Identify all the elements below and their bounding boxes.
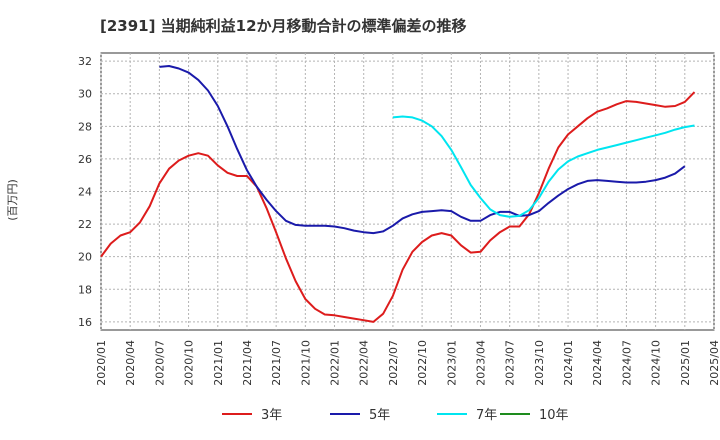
x-tick-label: 2021/10: [299, 340, 312, 386]
x-tick-label: 2024/04: [591, 340, 604, 386]
x-tick-label: 2023/04: [474, 340, 487, 386]
x-tick-label: 2023/10: [533, 340, 546, 386]
y-tick-label: 20: [78, 251, 92, 264]
x-tick-label: 2025/01: [679, 340, 692, 386]
x-tick-label: 2023/07: [504, 340, 517, 386]
legend: 3年 5年 7年 10年: [222, 408, 569, 423]
legend-label: 5年: [369, 408, 390, 423]
x-axis: 2020/01 2020/04 2020/07 2020/10 2021/01 2021/…: [95, 340, 720, 386]
x-tick-label: 2020/04: [124, 340, 137, 386]
y-tick-label: 30: [78, 88, 92, 101]
x-tick-label: 2020/10: [183, 340, 196, 386]
plot-area: [100, 52, 715, 331]
legend-label: 3年: [261, 408, 282, 423]
chart-title: [2391] 当期純利益12か月移動合計の標準偏差の推移: [100, 17, 467, 35]
x-tick-label: 2020/07: [153, 340, 166, 386]
x-tick-label: 2022/10: [416, 340, 429, 386]
y-tick-label: 22: [78, 218, 92, 231]
x-tick-label: 2020/01: [95, 340, 108, 386]
legend-label: 7年: [476, 408, 497, 423]
x-tick-label: 2021/01: [212, 340, 225, 386]
x-tick-label: 2022/04: [358, 340, 371, 386]
y-tick-label: 16: [78, 316, 92, 329]
x-tick-label: 2022/01: [329, 340, 342, 386]
series-line-2: [392, 115, 695, 218]
y-tick-label: 28: [78, 120, 92, 133]
x-tick-label: 2024/01: [562, 340, 575, 386]
x-tick-label: 2022/07: [387, 340, 400, 386]
x-tick-label: 2021/04: [241, 340, 254, 386]
y-tick-label: 18: [78, 283, 92, 296]
x-tick-label: 2025/04: [708, 340, 720, 386]
x-tick-label: 2024/10: [650, 340, 663, 386]
x-tick-label: 2024/07: [620, 340, 633, 386]
series-line-1: [159, 65, 686, 235]
x-tick-label: 2021/07: [270, 340, 283, 386]
y-tick-label: 26: [78, 153, 92, 166]
y-tick-label: 32: [78, 55, 92, 68]
y-tick-label: 24: [78, 186, 92, 199]
series-line-0: [100, 91, 696, 323]
y-axis: 16 18 20 22 24 26 28 30 32: [78, 55, 92, 329]
x-tick-label: 2023/01: [445, 340, 458, 386]
y-axis-label: (百万円): [6, 179, 19, 221]
series-lines: [100, 65, 696, 323]
legend-label: 10年: [539, 408, 569, 423]
